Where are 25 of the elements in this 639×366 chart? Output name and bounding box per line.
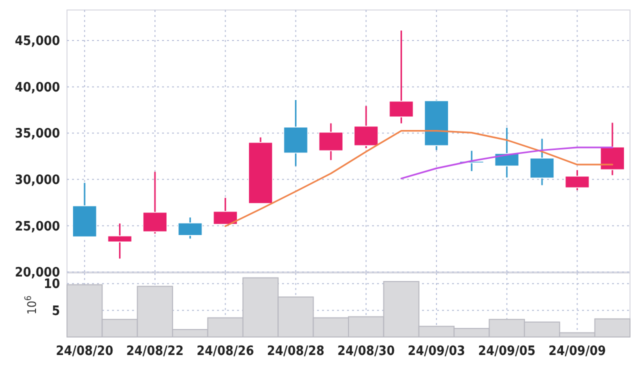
x-tick-label: 24/08/20 [56,344,114,359]
x-tick-label: 24/09/09 [548,344,606,359]
candlestick [178,216,203,240]
candlestick [388,30,414,124]
candlestick [212,197,238,226]
y-tick-label: 5 [52,304,60,319]
y-tick-label: 35,000 [14,126,60,142]
y-tick-label: 25,000 [14,219,60,234]
candlestick [142,171,168,234]
candlestick [530,138,554,186]
y-tick-label: 30,000 [14,172,60,188]
y-tick-label: 40,000 [14,80,60,96]
x-tick-label: 24/08/26 [196,344,254,359]
candlestick [600,122,625,176]
candlestick [107,222,132,260]
x-tick-label: 24/08/22 [126,344,184,359]
x-tick-label: 24/08/28 [267,344,324,359]
candlestick [564,169,590,191]
y-tick-label: 10 [44,277,60,292]
candlestick [354,105,378,149]
candlestick [318,122,344,161]
y-tick-label: 45,000 [14,34,60,50]
x-tick-label: 24/09/03 [408,344,466,359]
x-tick-label: 24/09/05 [478,344,536,359]
x-tick-label: 24/08/30 [337,344,395,359]
